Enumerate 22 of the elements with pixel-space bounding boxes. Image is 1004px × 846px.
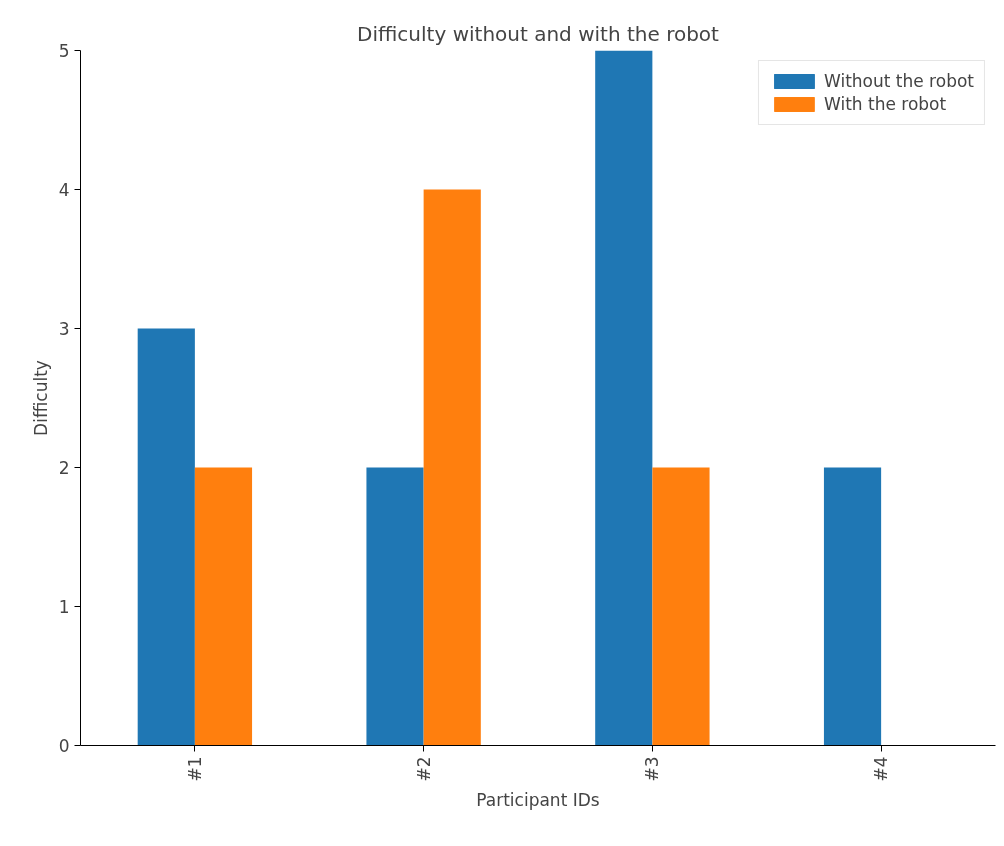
bar (137, 328, 195, 746)
y-tick-label: 5 (58, 41, 70, 61)
bar (423, 189, 481, 746)
legend-label: With the robot (823, 94, 947, 114)
bar (194, 467, 253, 746)
x-axis-title: Participant IDs (476, 789, 600, 810)
x-tick-label: #2 (413, 756, 434, 782)
chart-title: Difficulty without and with the robot (357, 21, 720, 46)
y-tick-label: 0 (58, 736, 70, 756)
x-tick-label: #1 (184, 756, 205, 782)
y-tick-label: 4 (58, 180, 70, 200)
bar (823, 467, 882, 746)
x-tick-label: #3 (642, 756, 663, 782)
bar (595, 50, 653, 746)
y-tick-label: 1 (58, 597, 70, 617)
bar (652, 467, 710, 746)
y-axis-title: Difficulty (30, 360, 51, 436)
x-tick-label: #4 (871, 756, 892, 782)
bar (366, 467, 424, 746)
legend-label: Without the robot (823, 71, 974, 91)
y-tick-label: 2 (58, 458, 70, 478)
y-tick-label: 3 (58, 319, 70, 339)
